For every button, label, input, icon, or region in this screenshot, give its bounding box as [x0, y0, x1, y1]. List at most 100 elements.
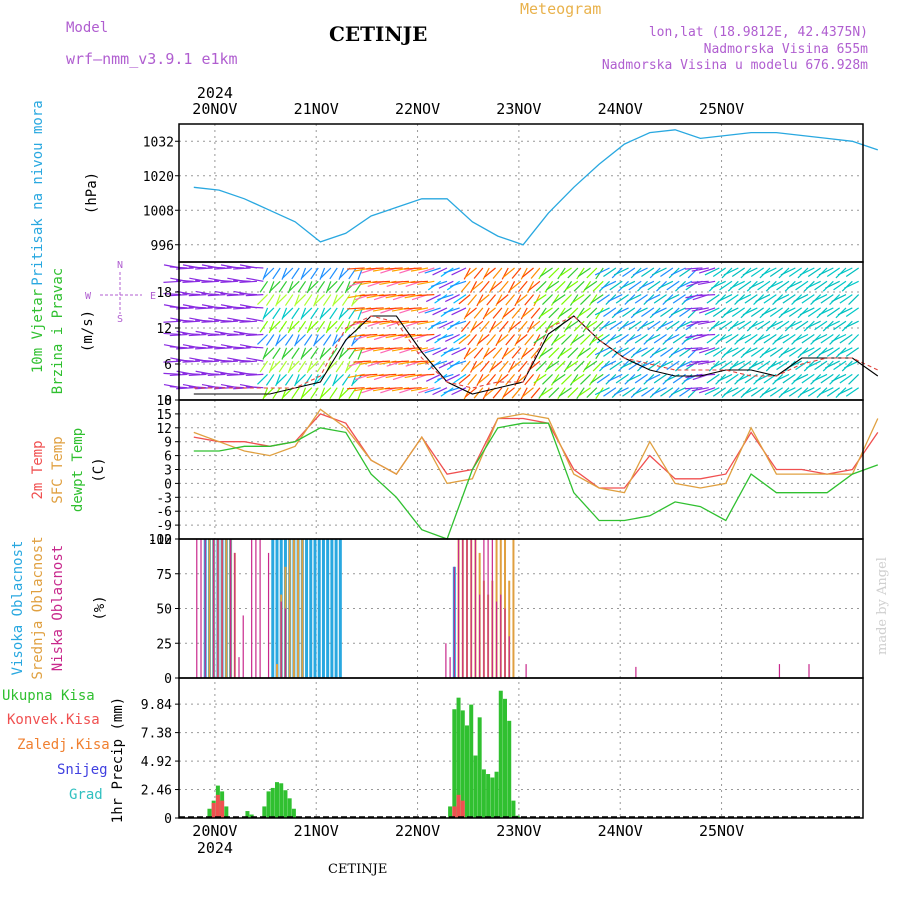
wind-barb — [719, 280, 733, 291]
wind-barb — [496, 294, 509, 305]
wind-barb — [498, 280, 509, 293]
low-cloud-bar — [470, 539, 472, 678]
wind-barb — [207, 294, 226, 297]
wind-barb — [613, 347, 629, 356]
wind-barb — [793, 333, 809, 342]
wind-barb — [511, 387, 522, 399]
wind-barb — [451, 387, 467, 396]
wind-barb — [645, 333, 661, 342]
wind-barb — [546, 360, 560, 371]
wind-barb — [425, 333, 441, 342]
wind-barb — [508, 320, 516, 333]
cloud-ytick-label: 25 — [156, 637, 172, 652]
wind-barb — [788, 347, 803, 357]
wind-barb — [272, 267, 281, 280]
wind-barb — [276, 373, 287, 385]
total-rain-bar — [291, 808, 296, 818]
precip-legend-item: Grad — [69, 787, 103, 803]
wind-barb — [214, 307, 232, 310]
wind-barb — [262, 307, 269, 320]
wind-barb — [607, 333, 623, 342]
wind-barb — [275, 334, 281, 347]
day-label-bottom: 20NOV — [192, 822, 237, 840]
precip-ytick-label: 0 — [164, 812, 172, 827]
wind-barb — [276, 294, 287, 305]
wind-barb — [501, 347, 509, 360]
wind-barb — [603, 307, 617, 317]
convective-rain-bar — [456, 794, 461, 818]
wind-barb — [558, 387, 572, 397]
wind-barb — [443, 307, 460, 314]
wind-barb — [826, 267, 841, 278]
wind-barb — [301, 267, 313, 279]
wind-barb — [496, 334, 509, 345]
wind-barb — [410, 387, 429, 392]
day-label-bottom: 23NOV — [496, 822, 541, 840]
wind-barb — [306, 320, 313, 334]
wind-barb — [490, 320, 503, 331]
wind-barb — [542, 373, 553, 385]
wind-barb — [470, 360, 478, 373]
wind-barb — [520, 387, 528, 400]
elevation-text: Nadmorska Visina 655m — [703, 42, 868, 57]
wind-barb — [517, 360, 528, 372]
wind-barb — [372, 280, 391, 283]
wind-barb — [698, 360, 716, 365]
wind-barb — [577, 307, 591, 317]
wind-barb — [679, 307, 693, 317]
wind-barb — [571, 294, 585, 304]
wind-barb — [333, 373, 344, 385]
wind-barb — [552, 334, 566, 344]
wind-barb — [738, 280, 752, 291]
wind-barb — [291, 387, 300, 400]
wind-barb — [833, 280, 847, 291]
wind-barb — [443, 347, 460, 354]
wind-barb — [275, 294, 281, 307]
wind-barb — [449, 280, 467, 287]
wind-barb — [750, 307, 765, 317]
wind-barb — [505, 374, 516, 386]
compass-e: E — [150, 291, 156, 302]
wind-barb — [214, 267, 232, 270]
wind-barb — [592, 320, 604, 332]
wind-barb — [495, 374, 503, 387]
wind-barb — [226, 373, 245, 377]
wind-barb — [677, 280, 693, 289]
mid-cloud-bar — [225, 539, 228, 678]
wind-barb — [470, 320, 478, 333]
wind-barb — [561, 334, 572, 345]
wind-barb — [843, 320, 859, 329]
wind-barb — [535, 280, 547, 292]
wind-axis-title-2: Brzina i Pravac — [50, 268, 66, 394]
low-cloud-bar — [280, 601, 282, 678]
wind-barb — [195, 359, 213, 362]
wind-barb — [576, 307, 585, 320]
wind-barb — [594, 307, 610, 316]
wind-barb — [539, 307, 553, 317]
wind-barb — [444, 294, 460, 303]
wind-barb — [482, 267, 490, 280]
wind-barb — [548, 267, 560, 279]
wind-barb — [582, 360, 592, 373]
wind-barb — [807, 307, 822, 317]
wind-barb — [710, 360, 726, 369]
model-name: wrf—nmm_v3.9.1 e1km — [66, 50, 238, 68]
wind-barb — [332, 374, 338, 387]
wind-barb — [573, 280, 585, 292]
wind-barb — [717, 294, 733, 303]
low-cloud-bar — [453, 566, 455, 678]
total-rain-bar — [266, 791, 271, 818]
wind-barb — [577, 267, 591, 278]
wind-barb — [539, 387, 553, 397]
wind-barb — [613, 387, 629, 396]
wind-barb — [845, 307, 860, 317]
wind-barb — [372, 320, 391, 323]
low-cloud-bar — [483, 539, 485, 678]
wind-barb — [233, 267, 251, 270]
total-rain-bar — [507, 720, 512, 818]
wind-barb — [704, 387, 720, 396]
wind-barb — [622, 267, 636, 278]
wind-barb — [479, 280, 490, 293]
wind-barb — [580, 373, 591, 385]
total-rain-bar — [490, 777, 495, 818]
